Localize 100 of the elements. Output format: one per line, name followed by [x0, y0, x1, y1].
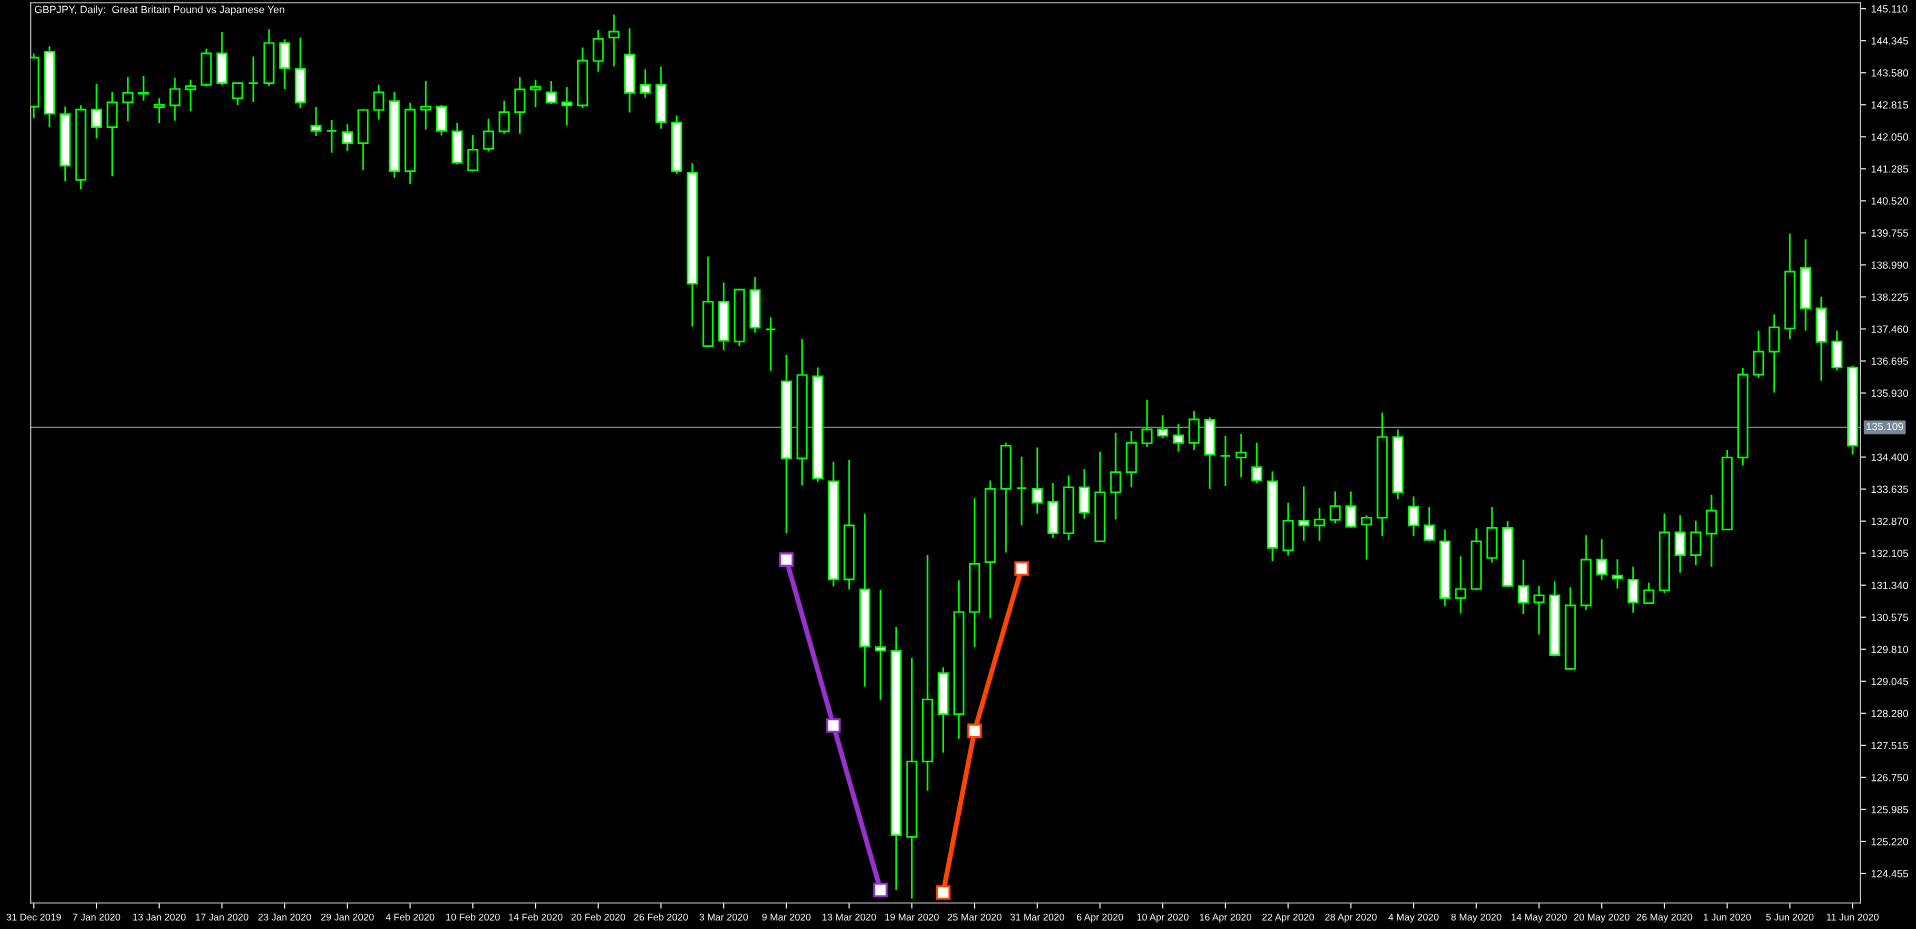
y-tick-label: 124.455: [1871, 869, 1909, 878]
y-tick-label: 143.580: [1871, 69, 1909, 77]
y-tick-label: 129.810: [1871, 645, 1909, 654]
candlestick: [514, 76, 526, 135]
y-tick-label: 132.870: [1871, 517, 1909, 526]
x-tick-label: 26 May 2020: [1636, 913, 1693, 923]
point: [779, 552, 794, 567]
candlestick: [1219, 434, 1231, 487]
y-tick-label: 140.520: [1871, 197, 1909, 205]
candlestick: [765, 316, 777, 372]
candlestick: [1313, 507, 1326, 542]
x-tick-label: 4 Feb 2020: [385, 913, 435, 921]
candlestick: [185, 78, 197, 113]
candlestick: [1517, 558, 1529, 615]
candlestick: [169, 76, 181, 122]
candlestick: [1423, 506, 1435, 543]
x-tick-label: 23 Jan 2020: [258, 913, 312, 921]
x-tick-label: 3 Mar 2020: [699, 913, 748, 921]
x-tick-label: 10 Feb 2020: [446, 913, 500, 921]
candlestick: [122, 76, 134, 123]
candlestick: [1329, 490, 1341, 525]
y-tick-label: 137.460: [1871, 325, 1909, 333]
candlestick: [545, 80, 557, 105]
y-tick-label: 139.755: [1871, 229, 1909, 237]
y-tick-label: 133.635: [1871, 485, 1909, 493]
x-tick-label: 20 May 2020: [1574, 913, 1630, 923]
candlestick: [482, 117, 495, 153]
candlestick: [1533, 585, 1545, 636]
x-tick-label: 29 Jan 2020: [321, 913, 374, 921]
x-tick-label: 13 Mar 2020: [822, 913, 877, 921]
x-tick-label: 11 Jun 2020: [1826, 913, 1879, 921]
x-tick-label: 14 Feb 2020: [508, 913, 563, 921]
x-tick-label: 9 Mar 2020: [762, 913, 811, 921]
y-tick-label: 145.110: [1871, 5, 1908, 13]
candlestick: [1752, 329, 1765, 379]
candlestick: [1016, 455, 1028, 527]
x-tick-label: 19 Mar 2020: [885, 913, 939, 921]
candlestick: [467, 134, 479, 173]
candlestick: [1408, 495, 1420, 538]
candlestick: [1298, 485, 1310, 542]
y-tick-label: 126.750: [1871, 773, 1909, 782]
candlestick: [874, 588, 887, 701]
candlestick: [529, 78, 542, 108]
candlestick: [1251, 442, 1263, 484]
candlestick: [247, 55, 259, 103]
candlestick: [1455, 555, 1467, 615]
candlestick: [1360, 514, 1373, 561]
x-tick-label: 28 Apr 2020: [1325, 913, 1377, 923]
candlestick: [90, 83, 103, 140]
y-tick-label: 127.515: [1871, 741, 1909, 750]
x-tick-label: 25 Mar 2020: [947, 913, 1002, 921]
x-tick-label: 31 Mar 2020: [1010, 913, 1065, 921]
x-tick-label: 13 Jan 2020: [133, 913, 186, 921]
y-tick-label: 138.990: [1871, 261, 1909, 269]
y-tick-label: 132.105: [1871, 549, 1909, 558]
x-tick-label: 26 Feb 2020: [634, 913, 688, 921]
y-tick-label: 141.285: [1871, 165, 1909, 173]
candlestick: [341, 123, 353, 152]
ref-line-label: 135.109: [1866, 422, 1904, 431]
point: [967, 723, 982, 739]
candlestick: [561, 86, 573, 127]
candlestick: [373, 84, 385, 121]
candlestick: [1172, 423, 1184, 453]
candlestick: [232, 82, 244, 107]
x-tick-label: 4 May 2020: [1388, 913, 1439, 923]
y-tick-label: 125.985: [1871, 805, 1909, 814]
y-tick-label: 135.930: [1871, 389, 1909, 397]
x-tick-label: 1 Jun 2020: [1703, 913, 1751, 921]
candlestick: [592, 29, 604, 73]
x-tick-label: 6 Apr 2020: [1076, 913, 1124, 923]
candlestick: [1345, 490, 1357, 529]
y-tick-label: 125.220: [1871, 837, 1909, 846]
x-tick-label: 14 May 2020: [1511, 913, 1567, 923]
y-tick-label: 142.815: [1871, 101, 1909, 109]
x-tick-label: 16 Apr 2020: [1199, 913, 1252, 923]
candlestick: [1110, 431, 1122, 521]
candlestick: [498, 99, 510, 135]
y-tick-label: 136.695: [1871, 357, 1909, 365]
candlestick: [1235, 433, 1247, 479]
x-tick-label: 5 Jun 2020: [1766, 913, 1814, 921]
candlestick: [1188, 410, 1200, 451]
candlestick: [1705, 493, 1718, 568]
point: [873, 882, 888, 898]
chart-title: GBPJPY, Daily: Great Britain Pound vs Japanese Yen: [34, 5, 285, 16]
point: [1014, 561, 1029, 576]
candlestick: [153, 97, 165, 124]
candlestick: [639, 68, 651, 99]
y-tick-label: 129.045: [1871, 677, 1909, 686]
y-tick-label: 138.225: [1871, 293, 1909, 301]
x-tick-label: 31 Dec 2019: [6, 913, 61, 921]
y-tick-label: 142.050: [1871, 133, 1909, 141]
candlestick: [1596, 538, 1608, 581]
candlestick: [1611, 558, 1623, 590]
x-tick-label: 17 Jan 2020: [195, 913, 249, 921]
candlestick: [1141, 398, 1153, 448]
y-tick-label: 131.340: [1871, 581, 1909, 590]
candlestick: [1627, 565, 1639, 614]
candlestick: [420, 80, 432, 131]
candlestick: [1157, 414, 1169, 440]
candlestick: [1031, 446, 1043, 515]
